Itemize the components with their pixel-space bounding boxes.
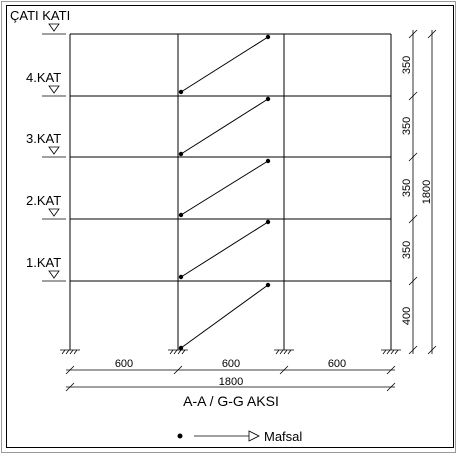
level-3: 3.KAT [26,131,66,158]
beams [70,33,391,282]
level-label-3: 3.KAT [26,131,61,146]
span-label: 600 [328,358,346,370]
hinge-dot [178,345,184,351]
level-roof: ÇATI KATI [10,8,70,35]
brace-4 [180,98,269,155]
story-height-label: 350 [401,241,413,259]
hinge-dot [178,212,184,218]
story-height-label: 350 [401,117,413,135]
fixed-support-2 [168,349,188,355]
legend: Mafsal [177,429,302,444]
story-dimensions: 350 350 350 350 400 1800 [401,29,437,355]
fixed-support-4 [381,349,401,355]
total-span-label: 1800 [219,376,243,388]
fixed-support-3 [274,349,294,355]
arrow-head-icon [248,430,260,442]
span-dimensions: 600 600 600 1800 [65,358,396,392]
level-label-4: 4.KAT [26,70,61,85]
brace-2 [180,221,269,278]
level-label-1: 1.KAT [26,255,61,270]
level-triangle-icon [48,208,60,217]
hinge-dot [265,282,271,288]
span-label: 600 [222,358,240,370]
level-markers: ÇATI KATI 4.KAT 3.KAT 2.KAT 1.KAT [10,8,70,282]
hinge-dot [265,96,271,102]
brace-3 [180,160,269,216]
hinge-legend-icon [177,433,183,439]
braces [178,34,271,351]
story-height-label: 350 [401,56,413,74]
story-height-label: 350 [401,179,413,197]
level-triangle-icon [48,23,60,32]
hinge-dot [265,219,271,225]
axis-title: A-A / G-G AKSI [183,393,279,409]
brace-5 [180,36,269,93]
level-triangle-icon [48,146,60,155]
hinge-dot [265,34,271,40]
level-triangle-icon [48,270,60,279]
fixed-supports [60,349,401,355]
columns [69,34,392,350]
hinge-dot [178,151,184,157]
level-triangle-icon [48,85,60,94]
inner-border [6,5,454,448]
total-height-label: 1800 [421,180,433,204]
level-2: 2.KAT [26,193,66,220]
legend-label: Mafsal [264,429,302,444]
story-height-label: 400 [401,307,413,325]
span-label: 600 [115,358,133,370]
brace-1 [180,284,269,349]
fixed-support-1 [60,349,80,355]
hinge-dot [265,158,271,164]
level-1: 1.KAT [26,255,66,282]
level-4: 4.KAT [26,70,66,97]
hinge-dot [178,274,184,280]
level-label-roof: ÇATI KATI [10,8,70,23]
level-label-2: 2.KAT [26,193,61,208]
hinge-dot [178,89,184,95]
